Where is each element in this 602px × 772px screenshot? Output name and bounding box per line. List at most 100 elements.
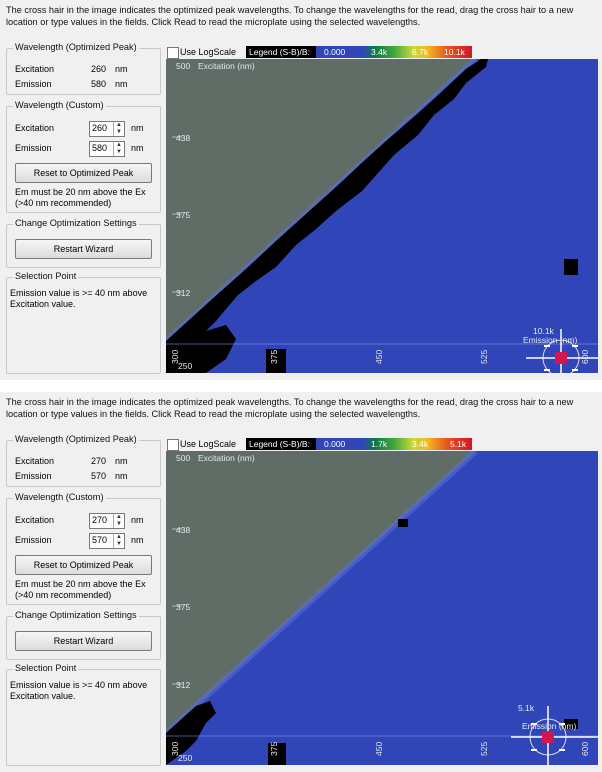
excitation-spinner[interactable]: 270 ▲ ▼ bbox=[89, 513, 125, 529]
excitation-input[interactable]: 260 bbox=[92, 123, 108, 133]
emission-input[interactable]: 580 bbox=[92, 143, 108, 153]
custom-note: Em must be 20 nm above the Ex (>40 nm re… bbox=[15, 579, 146, 600]
excitation-input[interactable]: 270 bbox=[92, 515, 108, 525]
custom-group: Wavelength (Custom) Excitation 270 ▲ ▼ nm… bbox=[6, 492, 161, 605]
crosshair-icon[interactable] bbox=[526, 329, 598, 373]
use-logscale-label: Use LogScale bbox=[180, 439, 237, 449]
crosshair-value: 5.1k bbox=[518, 703, 535, 713]
heatmap-plot[interactable]: 500 Excitation (nm) 438 375 312 250 300 … bbox=[166, 59, 598, 373]
x-tick: 600 bbox=[580, 741, 590, 756]
selection-title: Selection Point bbox=[13, 663, 79, 673]
black-patch bbox=[564, 259, 578, 275]
legend-colorbar bbox=[316, 46, 472, 58]
y-tick: 312 bbox=[176, 680, 191, 690]
black-region bbox=[166, 701, 216, 765]
opt-excitation-label: Excitation bbox=[15, 64, 55, 74]
opt-excitation-value: 260 bbox=[91, 64, 107, 74]
crosshair-axis-label: Emission (nm) bbox=[522, 721, 577, 731]
excitation-spinner[interactable]: 260 ▲ ▼ bbox=[89, 121, 125, 137]
custom-note: Em must be 20 nm above the Ex (>40 nm re… bbox=[15, 187, 146, 208]
left-controls: Wavelength (Optimized Peak) Excitation 2… bbox=[6, 40, 161, 374]
opt-excitation-value: 270 bbox=[91, 456, 107, 466]
y-tick: 312 bbox=[176, 288, 191, 298]
legend-tick: 0.000 bbox=[324, 439, 346, 449]
emission-input[interactable]: 570 bbox=[92, 535, 108, 545]
legend-tick: 3.4k bbox=[371, 47, 388, 57]
custom-excitation-label: Excitation bbox=[15, 123, 55, 133]
optimized-peak-group: Wavelength (Optimized Peak) Excitation 2… bbox=[6, 42, 161, 95]
spinner-arrows-icon[interactable]: ▲ ▼ bbox=[113, 142, 124, 156]
spinner-arrows-icon[interactable]: ▲ ▼ bbox=[113, 122, 124, 136]
black-patch bbox=[398, 519, 408, 527]
y-axis-label: Excitation (nm) bbox=[198, 453, 255, 463]
legend-tick: 5.1k bbox=[450, 439, 467, 449]
legend-tick: 1.7k bbox=[371, 439, 388, 449]
custom-excitation-label: Excitation bbox=[15, 515, 55, 525]
legend-colorbar bbox=[316, 438, 472, 450]
custom-emission-label: Emission bbox=[15, 535, 52, 545]
crosshair-icon[interactable] bbox=[511, 706, 598, 765]
x-tick: 375 bbox=[269, 349, 279, 364]
legend-title: Legend (S-B)/B: bbox=[249, 439, 310, 449]
settings-title: Change Optimization Settings bbox=[13, 610, 139, 620]
instructions-text: The cross hair in the image indicates th… bbox=[6, 397, 574, 419]
opt-excitation-unit: nm bbox=[115, 64, 128, 74]
use-logscale-checkbox[interactable] bbox=[167, 439, 179, 451]
optimized-peak-title: Wavelength (Optimized Peak) bbox=[13, 42, 139, 52]
custom-title: Wavelength (Custom) bbox=[13, 492, 106, 502]
left-controls: Wavelength (Optimized Peak) Excitation 2… bbox=[6, 432, 161, 766]
selection-group: Selection Point Emission value is >= 40 … bbox=[6, 271, 161, 374]
custom-excitation-unit: nm bbox=[131, 123, 144, 133]
opt-emission-unit: nm bbox=[115, 471, 128, 481]
x-tick: 300 bbox=[170, 741, 180, 756]
x-tick: 525 bbox=[479, 741, 489, 756]
y-tick: 500 bbox=[176, 61, 191, 71]
crosshair-value: 10.1k bbox=[533, 326, 554, 336]
legend-title: Legend (S-B)/B: bbox=[249, 47, 310, 57]
heatmap-svg[interactable] bbox=[166, 451, 598, 765]
custom-group: Wavelength (Custom) Excitation 260 ▲ ▼ nm… bbox=[6, 100, 161, 213]
black-region bbox=[166, 59, 488, 373]
custom-emission-label: Emission bbox=[15, 143, 52, 153]
emission-spinner[interactable]: 580 ▲ ▼ bbox=[89, 141, 125, 157]
spinner-arrows-icon[interactable]: ▲ ▼ bbox=[113, 534, 124, 548]
black-patch bbox=[266, 349, 286, 373]
custom-excitation-unit: nm bbox=[131, 515, 144, 525]
optimized-peak-title: Wavelength (Optimized Peak) bbox=[13, 434, 139, 444]
reset-optimized-button[interactable]: Reset to Optimized Peak bbox=[15, 163, 152, 183]
y-tick: 250 bbox=[178, 753, 193, 763]
restart-wizard-button[interactable]: Restart Wizard bbox=[15, 631, 152, 651]
custom-emission-unit: nm bbox=[131, 143, 144, 153]
instructions-text: The cross hair in the image indicates th… bbox=[6, 5, 574, 27]
opt-excitation-unit: nm bbox=[115, 456, 128, 466]
opt-excitation-label: Excitation bbox=[15, 456, 55, 466]
edge-glow bbox=[166, 451, 479, 736]
x-tick: 450 bbox=[374, 349, 384, 364]
selection-title: Selection Point bbox=[13, 271, 79, 281]
emission-spinner[interactable]: 570 ▲ ▼ bbox=[89, 533, 125, 549]
black-corner bbox=[166, 325, 236, 373]
panel-top: The cross hair in the image indicates th… bbox=[0, 0, 602, 380]
use-logscale-checkbox[interactable] bbox=[167, 47, 179, 59]
y-tick: 375 bbox=[176, 602, 191, 612]
y-axis-label: Excitation (nm) bbox=[198, 61, 255, 71]
opt-emission-unit: nm bbox=[115, 79, 128, 89]
opt-emission-value: 570 bbox=[91, 471, 107, 481]
heatmap-plot[interactable]: 500 Excitation (nm) 438 375 312 250 300 … bbox=[166, 451, 598, 765]
opt-emission-label: Emission bbox=[15, 79, 52, 89]
x-tick: 600 bbox=[580, 349, 590, 364]
legend-tick: 6.7k bbox=[412, 47, 429, 57]
crosshair-axis-label: Emission (nm) bbox=[523, 335, 578, 345]
restart-wizard-button[interactable]: Restart Wizard bbox=[15, 239, 152, 259]
selection-text: Emission value is >= 40 nm above Excitat… bbox=[10, 680, 148, 701]
heatmap-svg[interactable] bbox=[166, 59, 598, 373]
x-tick: 300 bbox=[170, 349, 180, 364]
reset-optimized-button[interactable]: Reset to Optimized Peak bbox=[15, 555, 152, 575]
custom-title: Wavelength (Custom) bbox=[13, 100, 106, 110]
use-logscale-label: Use LogScale bbox=[180, 47, 237, 57]
optimized-peak-group: Wavelength (Optimized Peak) Excitation 2… bbox=[6, 434, 161, 487]
y-tick: 500 bbox=[176, 453, 191, 463]
x-tick: 450 bbox=[374, 741, 384, 756]
opt-emission-value: 580 bbox=[91, 79, 107, 89]
spinner-arrows-icon[interactable]: ▲ ▼ bbox=[113, 514, 124, 528]
